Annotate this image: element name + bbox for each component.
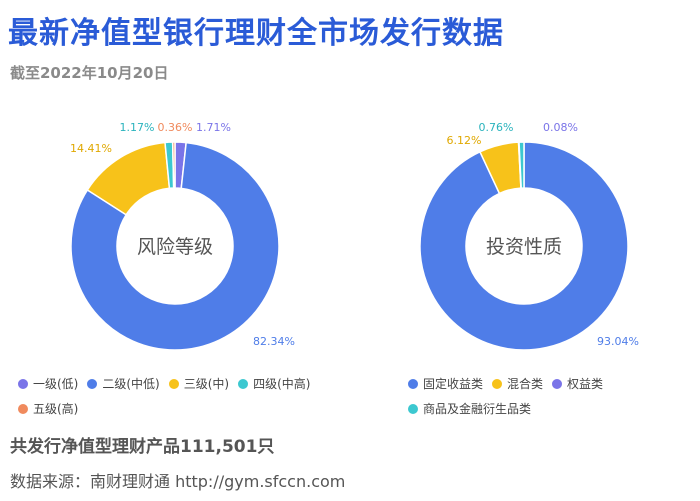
donut-center-label: 投资性质 <box>486 236 562 258</box>
slice-percent-label: 93.04% <box>597 335 639 348</box>
legend-label: 四级(中高) <box>253 377 311 391</box>
legend-item-fixed-income[interactable]: 固定收益类 <box>408 375 483 392</box>
legend-item-level-4[interactable]: 四级(中高) <box>238 375 311 392</box>
legend-item-commodity-derivatives[interactable]: 商品及金融衍生品类 <box>408 400 531 417</box>
legend-dot <box>492 378 503 389</box>
donut-slice[interactable] <box>518 141 525 189</box>
legend-item-level-1[interactable]: 一级(低) <box>18 375 78 392</box>
slice-percent-label: 0.36% <box>158 121 193 134</box>
donut-center-label: 风险等级 <box>137 236 213 258</box>
donut-slice[interactable] <box>171 141 176 189</box>
donut-slice[interactable] <box>70 141 280 351</box>
slice-percent-label: 1.71% <box>196 121 231 134</box>
slice-percent-label: 0.76% <box>479 121 514 134</box>
legend-label: 商品及金融衍生品类 <box>423 402 532 416</box>
page-subtitle: 截至2022年10月20日 <box>10 64 169 82</box>
total-products-text: 共发行净值型理财产品111,501只 <box>10 437 275 457</box>
legend-dot <box>408 403 418 414</box>
slice-percent-label: 1.17% <box>120 121 155 134</box>
legend-dot <box>238 378 249 389</box>
legend-label: 混合类 <box>507 377 544 391</box>
slice-percent-label: 14.41% <box>70 142 112 155</box>
legend-label: 一级(低) <box>33 377 79 391</box>
legend-label: 五级(高) <box>33 402 79 416</box>
legend-label: 权益类 <box>567 377 604 391</box>
page-title: 最新净值型银行理财全市场发行数据 <box>8 16 504 51</box>
investment-type-donut-chart: 93.04% 6.12% 0.08% 0.76% 投资性质 <box>419 121 639 351</box>
legend-dot <box>552 378 563 389</box>
risk-level-donut-chart: 1.71% 82.34% 14.41% 1.17% 0.36% 风险等级 <box>70 121 295 351</box>
legend-label: 固定收益类 <box>423 377 484 391</box>
donut-slice[interactable] <box>419 141 629 351</box>
legend-item-level-5[interactable]: 五级(高) <box>18 400 78 417</box>
legend-label: 二级(中低) <box>102 377 160 391</box>
investment-type-legend: 固定收益类 混合类 权益类 商品及金融衍生品类 <box>408 375 698 425</box>
risk-level-legend: 一级(低) 二级(中低) 三级(中) 四级(中高) 五级(高) <box>18 375 348 425</box>
legend-item-equity[interactable]: 权益类 <box>552 375 603 392</box>
legend-item-mixed[interactable]: 混合类 <box>492 375 543 392</box>
slice-percent-label: 82.34% <box>253 335 295 348</box>
legend-dot <box>168 378 179 389</box>
legend-label: 三级(中) <box>183 377 230 391</box>
legend-dot <box>87 378 98 389</box>
data-source-text: 数据来源：南财理财通 http://gym.sfccn.com <box>10 472 346 491</box>
legend-dot <box>408 378 418 389</box>
legend-item-level-3[interactable]: 三级(中) <box>168 375 230 392</box>
slice-percent-label: 0.08% <box>543 121 578 134</box>
legend-dot <box>18 378 28 389</box>
legend-item-level-2[interactable]: 二级(中低) <box>87 375 160 392</box>
slice-percent-label: 6.12% <box>447 134 482 147</box>
legend-dot <box>18 403 28 414</box>
